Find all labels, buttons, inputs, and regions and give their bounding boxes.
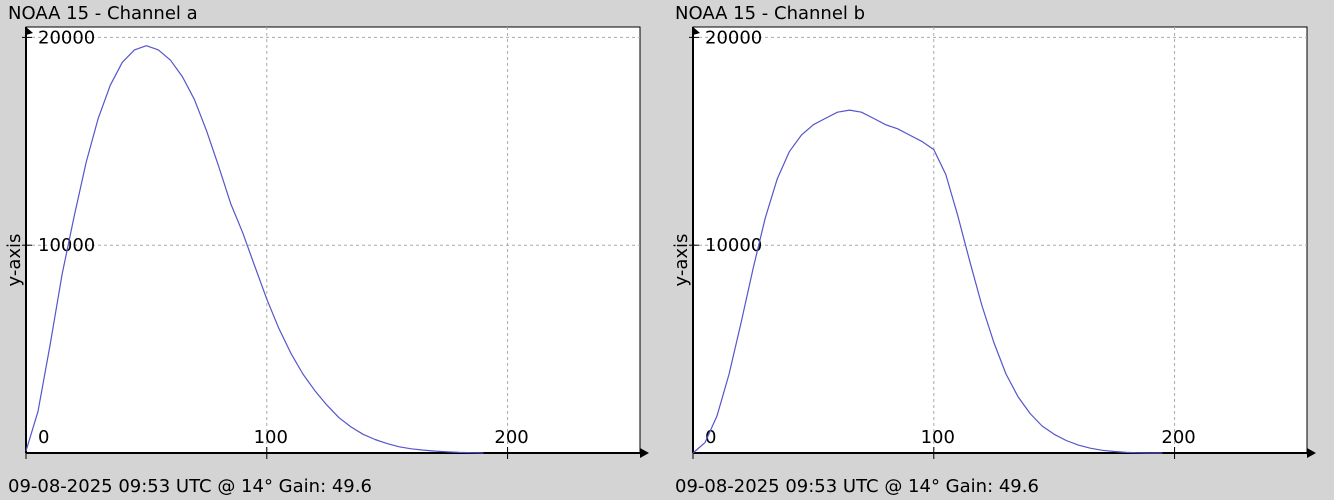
y-tick-label: 20000 — [38, 27, 95, 48]
chart-title: NOAA 15 - Channel a — [8, 3, 198, 24]
chart-panel-b: NOAA 15 - Channel b 0 100 200 10000 20000 y-a… — [667, 0, 1334, 500]
x-tick-label: 200 — [1161, 427, 1195, 448]
series-line — [25, 45, 484, 454]
y-tick-label: 10000 — [705, 235, 762, 256]
chart-footer-status: 09-08-2025 09:53 UTC @ 14° Gain: 49.6 — [8, 476, 372, 497]
plot-area — [692, 26, 1308, 454]
x-tick-label: 100 — [921, 427, 955, 448]
y-axis-title: y-axis — [671, 234, 692, 287]
y-axis-arrow — [26, 27, 33, 35]
x-axis-arrow — [1307, 448, 1316, 458]
series-line — [692, 109, 1163, 454]
line-chart-b: 0 100 200 10000 20000 y-axis — [671, 26, 1316, 459]
x-tick-label: 200 — [494, 427, 528, 448]
x-tick-label: 0 — [38, 427, 49, 448]
x-tick-label: 100 — [254, 427, 288, 448]
plot-area — [25, 26, 641, 454]
y-tick-label: 20000 — [705, 27, 762, 48]
chart-footer-status: 09-08-2025 09:53 UTC @ 14° Gain: 49.6 — [675, 476, 1039, 497]
chart-panel-a: NOAA 15 - Channel a 0 100 200 10000 20000 y-a… — [4, 3, 649, 497]
y-axis-title: y-axis — [4, 234, 25, 287]
x-tick-label: 0 — [705, 427, 716, 448]
line-chart-a: 0 100 200 10000 20000 y-axis — [4, 26, 649, 459]
x-axis-arrow — [640, 448, 649, 458]
chart-title: NOAA 15 - Channel b — [675, 3, 866, 24]
y-tick-label: 10000 — [38, 235, 95, 256]
y-axis-arrow — [693, 27, 700, 35]
